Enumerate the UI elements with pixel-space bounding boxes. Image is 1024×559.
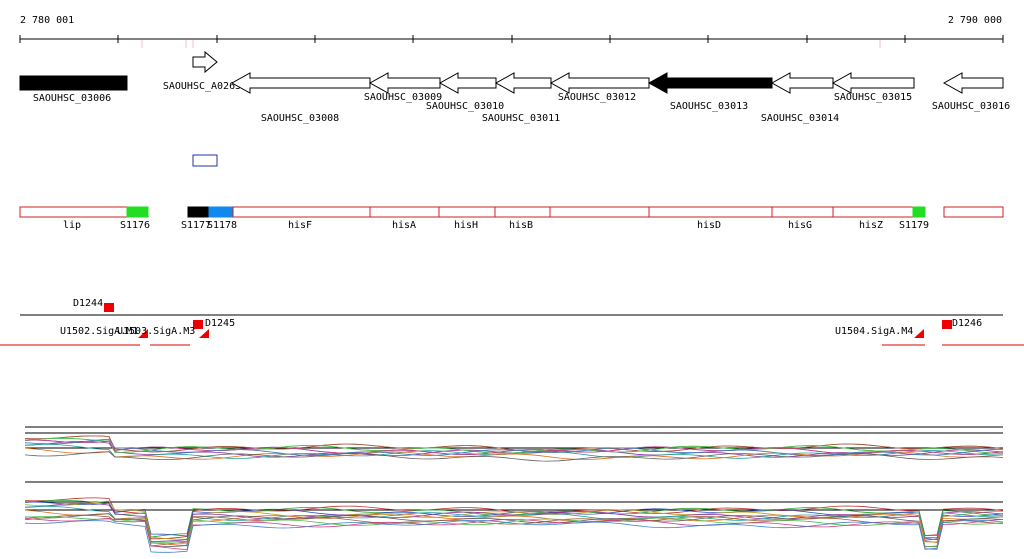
gene-label: SAOUHSC_03014 [761,113,839,124]
feature-label: hisF [288,220,312,231]
feature-box [19,206,128,218]
expression-trace [24,499,1004,538]
feature-box [126,206,149,218]
feature-label: hisH [454,220,478,231]
gene-arrow [770,72,834,94]
gene-label: SAOUHSC_03010 [426,101,504,112]
feature-label: hisD [697,220,721,231]
element-label: D1244 [73,298,103,309]
gene-label: SAOUHSC_03008 [261,113,339,124]
ruler-start: 2 780 001 [20,15,74,26]
element-label: U1502.SigA.M1 [60,326,138,337]
element-marker [942,320,952,329]
ruler-end: 2 790 000 [948,15,1002,26]
element-marker [193,320,203,329]
expression-trace [24,447,1004,460]
expression-trace [24,516,1004,548]
feature-label: S1176 [120,220,150,231]
gene-arrow [831,72,915,94]
gene-label: SAOUHSC_03012 [558,92,636,103]
gene-arrow [647,72,773,94]
promoter-marker [138,329,148,338]
expression-trace [24,514,1004,548]
expression-trace [24,519,1004,553]
feature-box [187,206,210,218]
feature-box [369,206,440,218]
gene-label: SAOUHSC_03013 [670,101,748,112]
expression-trace [24,437,1004,454]
panel-lines [25,426,1003,511]
feature-box [648,206,773,218]
gene-label: SAOUHSC_03011 [482,113,560,124]
feature-box [438,206,496,218]
gene-arrow [192,50,218,74]
ruler-marks [141,40,881,48]
expression-trace [24,497,1004,540]
element-label: U1503.SigA.M3 [117,326,195,337]
expression-trace [24,502,1004,542]
feature-box [208,206,234,218]
gene-label: SAOUHSC_03006 [33,93,111,104]
gene-arrow [230,72,371,94]
feature-box [832,206,914,218]
feature-label: S1177 [181,220,211,231]
ruler-ticks [19,35,1004,43]
feature-box [232,206,371,218]
selection-box [192,154,218,167]
gene-arrow [19,75,128,91]
feature-box [943,206,1004,218]
feature-label: hisZ [859,220,883,231]
gene-label: SAOUHSC_A02656 [163,81,247,92]
gene-arrow [549,72,650,94]
gene-label: SAOUHSC_03015 [834,92,912,103]
expression-panels [24,426,1004,553]
gene-label: SAOUHSC_03016 [932,101,1010,112]
element-marker [104,303,114,312]
expression-trace [24,451,1004,462]
gene-arrow [494,72,552,94]
expression-trace [24,513,1004,548]
promoter-marker [914,329,924,338]
gene-arrow [368,72,441,94]
element-label: D1245 [205,318,235,329]
feature-box [494,206,551,218]
feature-label: lip [63,220,81,231]
element-label: D1246 [952,318,982,329]
feature-box [771,206,834,218]
expression-trace [24,438,1004,456]
feature-label: hisB [509,220,533,231]
feature-label: hisG [788,220,812,231]
feature-label: hisA [392,220,416,231]
feature-box [912,206,926,218]
feature-label: S1178 [207,220,237,231]
gene-arrow [438,72,497,94]
gene-arrow [942,72,1004,94]
feature-box [549,206,650,218]
element-label: U1504.SigA.M4 [835,326,913,337]
promoter-marker [199,329,209,338]
feature-label: S1179 [899,220,929,231]
gene-label: SAOUHSC_03009 [364,92,442,103]
